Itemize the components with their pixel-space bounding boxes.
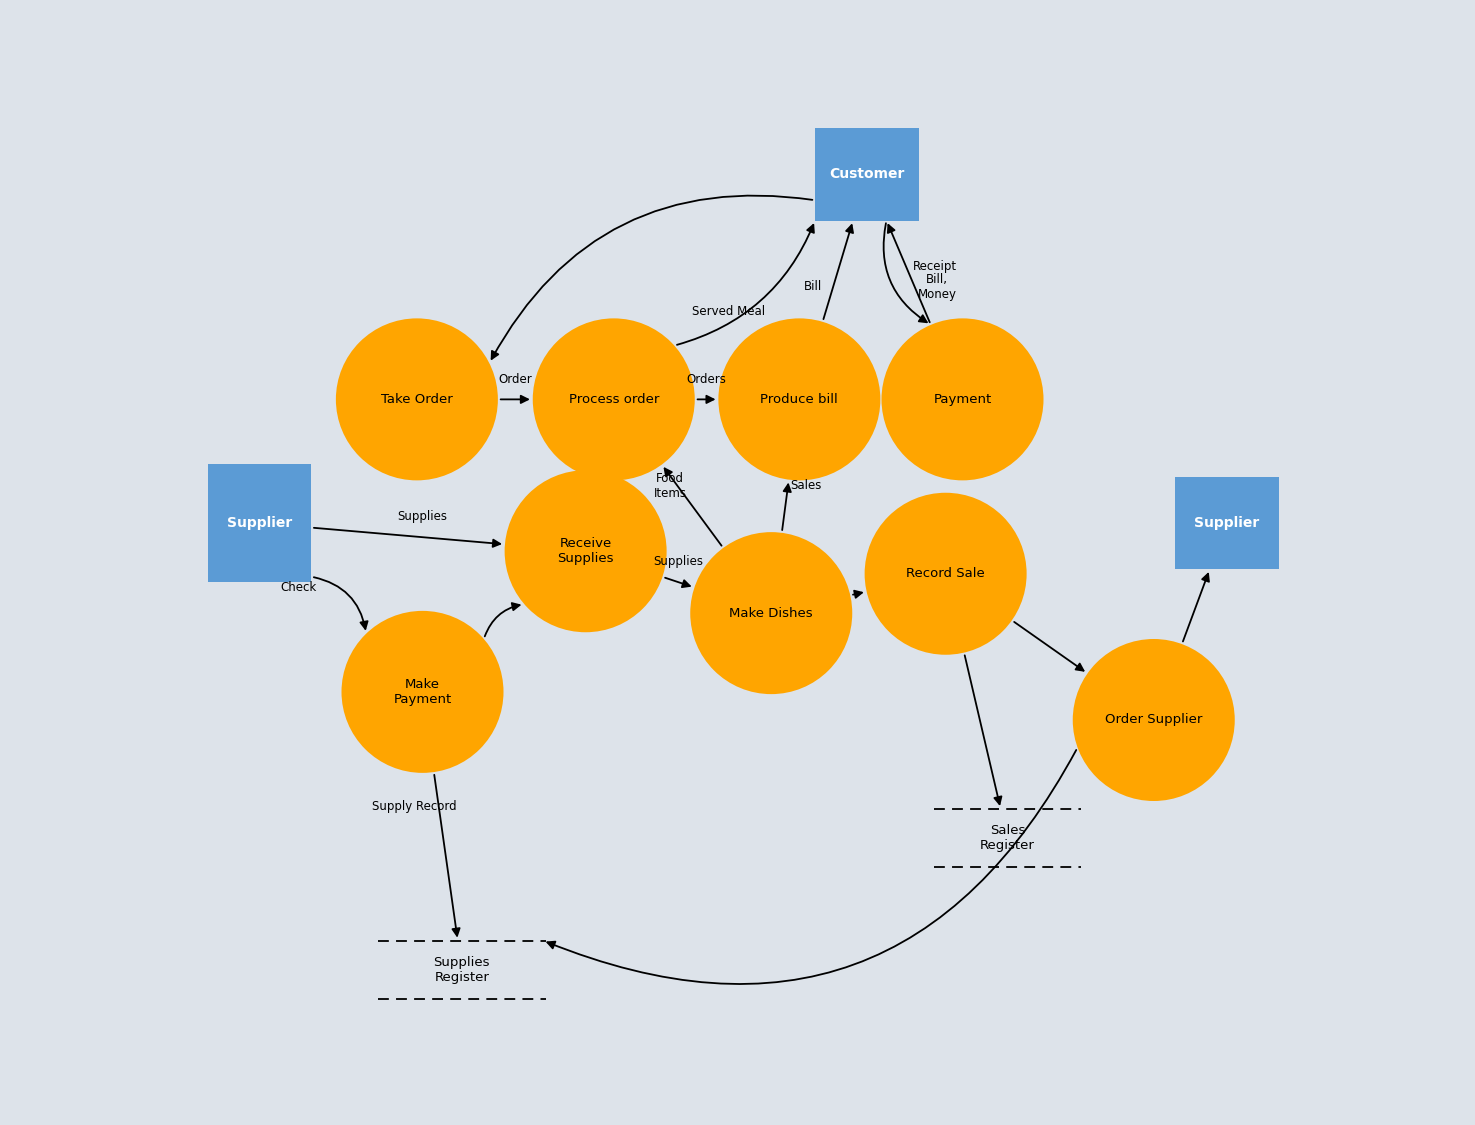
Text: Produce bill: Produce bill: [761, 393, 838, 406]
Text: Receipt: Receipt: [913, 260, 957, 273]
FancyBboxPatch shape: [208, 464, 311, 583]
FancyArrowPatch shape: [823, 225, 853, 319]
Text: Orders: Orders: [687, 372, 727, 386]
Ellipse shape: [1072, 639, 1235, 801]
FancyArrowPatch shape: [434, 775, 460, 936]
Ellipse shape: [718, 318, 881, 480]
Text: Supplier: Supplier: [1195, 516, 1260, 530]
Text: Order: Order: [499, 372, 532, 386]
Ellipse shape: [690, 532, 853, 694]
Text: Supplies: Supplies: [397, 511, 447, 523]
Text: Record Sale: Record Sale: [906, 567, 985, 580]
FancyArrowPatch shape: [888, 225, 929, 322]
FancyArrowPatch shape: [677, 225, 814, 345]
Text: Order Supplier: Order Supplier: [1105, 713, 1202, 727]
Text: Make Dishes: Make Dishes: [730, 606, 813, 620]
FancyArrowPatch shape: [500, 396, 528, 403]
FancyArrowPatch shape: [491, 196, 813, 359]
FancyBboxPatch shape: [1176, 477, 1279, 569]
Text: Payment: Payment: [934, 393, 991, 406]
FancyArrowPatch shape: [665, 578, 690, 587]
Text: Supplies: Supplies: [653, 556, 704, 568]
FancyArrowPatch shape: [853, 591, 861, 597]
FancyArrowPatch shape: [782, 485, 791, 530]
Text: Sales: Sales: [791, 479, 822, 493]
FancyArrowPatch shape: [698, 396, 714, 403]
FancyArrowPatch shape: [1183, 574, 1210, 641]
Text: Supplier: Supplier: [227, 516, 292, 530]
Ellipse shape: [336, 318, 499, 480]
FancyBboxPatch shape: [816, 128, 919, 220]
Ellipse shape: [882, 318, 1043, 480]
Text: Check: Check: [280, 580, 316, 594]
FancyArrowPatch shape: [665, 468, 721, 546]
FancyArrowPatch shape: [314, 528, 500, 547]
Text: Bill: Bill: [804, 280, 822, 294]
Ellipse shape: [342, 611, 503, 773]
Text: Supply Record: Supply Record: [372, 800, 456, 812]
FancyArrowPatch shape: [884, 223, 926, 322]
FancyArrowPatch shape: [485, 603, 519, 637]
Text: Food
Items: Food Items: [653, 472, 686, 500]
Text: Take Order: Take Order: [381, 393, 453, 406]
Text: Process order: Process order: [568, 393, 659, 406]
FancyArrowPatch shape: [547, 750, 1077, 984]
Ellipse shape: [504, 470, 667, 632]
Ellipse shape: [864, 493, 1027, 655]
Text: Bill,
Money: Bill, Money: [917, 273, 957, 300]
Ellipse shape: [532, 318, 695, 480]
Text: Served Meal: Served Meal: [692, 305, 766, 318]
FancyArrowPatch shape: [1015, 622, 1084, 670]
FancyArrowPatch shape: [965, 656, 1002, 804]
Text: Sales
Register: Sales Register: [979, 825, 1035, 852]
Text: Supplies
Register: Supplies Register: [434, 956, 490, 983]
Text: Receive
Supplies: Receive Supplies: [558, 538, 614, 565]
FancyArrowPatch shape: [314, 577, 367, 629]
Text: Make
Payment: Make Payment: [394, 678, 451, 705]
Text: Customer: Customer: [829, 168, 904, 181]
